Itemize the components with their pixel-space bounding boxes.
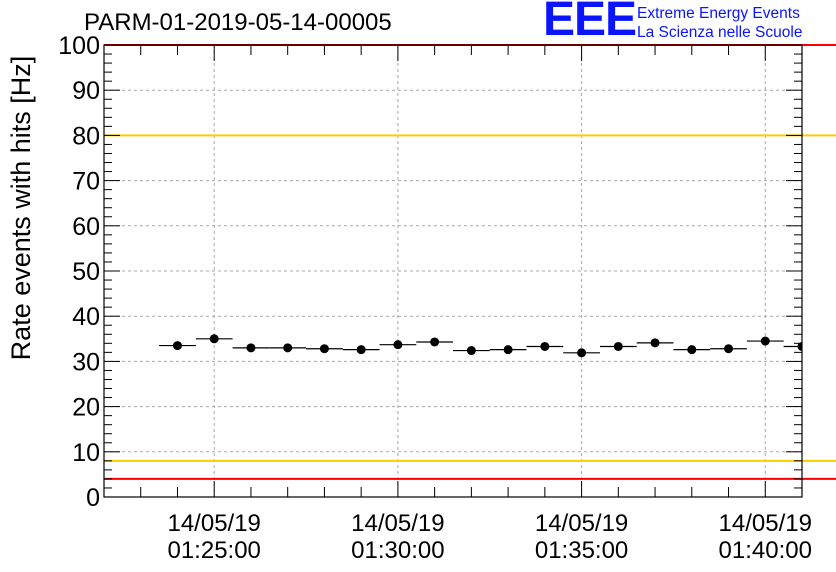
y-tick-label: 70 xyxy=(72,168,100,196)
x-tick-label-date: 14/05/19 xyxy=(167,510,260,537)
y-tick-label: 50 xyxy=(72,258,100,286)
y-axis-label: Rate events with hits [Hz] xyxy=(6,56,36,361)
y-tick-label: 90 xyxy=(72,77,100,105)
y-tick-label: 80 xyxy=(72,122,100,150)
data-point xyxy=(172,341,182,351)
data-point xyxy=(430,337,440,347)
data-point xyxy=(503,345,513,355)
data-point xyxy=(393,340,403,350)
x-tick-label-time: 01:40:00 xyxy=(719,537,812,564)
y-tick-label: 40 xyxy=(72,303,100,331)
data-point xyxy=(650,338,660,348)
data-point xyxy=(209,334,219,344)
data-point xyxy=(466,346,476,356)
data-point xyxy=(283,343,293,353)
x-tick-label-time: 01:25:00 xyxy=(167,537,260,564)
y-tick-label: 60 xyxy=(72,213,100,241)
x-tick-label-date: 14/05/19 xyxy=(535,510,628,537)
grid-lines xyxy=(104,45,802,497)
data-point xyxy=(246,343,256,353)
logo-line-1: Extreme Energy Events xyxy=(637,5,800,22)
y-tick-label: 20 xyxy=(72,394,100,422)
data-point xyxy=(797,341,802,351)
data-points xyxy=(159,334,802,358)
x-tick-labels: 14/05/1901:25:0014/05/1901:30:0014/05/19… xyxy=(167,510,811,564)
data-point xyxy=(687,345,697,355)
logo-caption: Extreme Energy Events La Scienza nelle S… xyxy=(637,4,802,42)
y-tick-label: 10 xyxy=(72,439,100,467)
x-tick-label-time: 01:30:00 xyxy=(351,537,444,564)
axes xyxy=(103,44,803,498)
data-point xyxy=(540,341,550,351)
data-point xyxy=(724,344,734,354)
y-tick-label: 0 xyxy=(86,484,100,512)
eee-logo: EEE xyxy=(543,0,637,46)
logo-line-2: La Scienza nelle Scuole xyxy=(637,24,803,41)
data-point xyxy=(356,345,366,355)
x-tick-label-date: 14/05/19 xyxy=(351,510,444,537)
y-tick-label: 30 xyxy=(72,348,100,376)
y-tick-labels: 0 10 20 30 40 50 60 70 80 90 100 xyxy=(58,32,100,512)
data-point xyxy=(577,348,587,358)
x-tick-label-time: 01:35:00 xyxy=(535,537,628,564)
data-point xyxy=(613,341,623,351)
data-point xyxy=(319,344,329,354)
y-tick-label: 100 xyxy=(58,32,100,60)
data-point xyxy=(760,336,770,346)
x-tick-label-date: 14/05/19 xyxy=(719,510,812,537)
chart-title: PARM-01-2019-05-14-00005 xyxy=(84,9,392,36)
